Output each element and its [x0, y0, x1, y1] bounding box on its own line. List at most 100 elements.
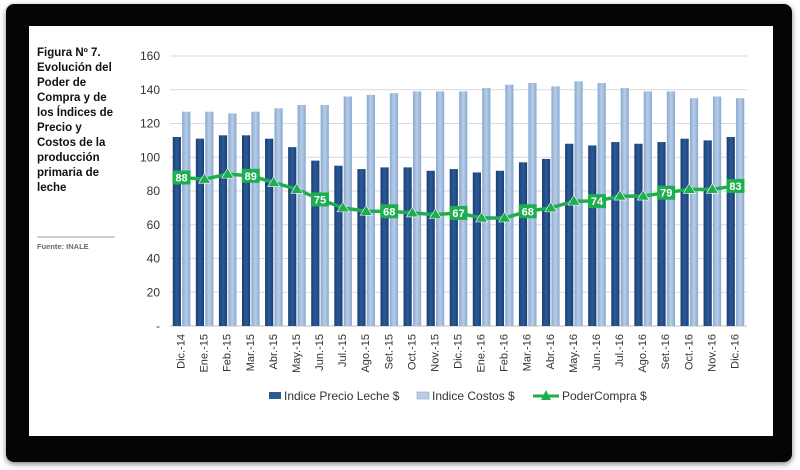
x-tick-label: Jun.-16 [591, 334, 603, 371]
x-tick-label: Feb.-15 [222, 334, 234, 372]
bar-precio-leche [265, 138, 274, 326]
bar-costos [274, 108, 283, 326]
x-tick-label: Jul.-16 [614, 334, 626, 367]
bar-costos [505, 84, 514, 326]
bar-costos [228, 113, 237, 326]
point-poder-compra [221, 167, 235, 179]
point-poder-compra [636, 189, 650, 201]
point-poder-compra [267, 175, 281, 187]
data-label-bg [587, 194, 606, 209]
data-label-bg [657, 185, 676, 200]
figure-caption: Figura Nº 7. Evolución del Poder de Comp… [37, 47, 114, 194]
legend-label: Indice Precio Leche $ [284, 389, 400, 403]
x-tick-label: May.-16 [568, 334, 580, 373]
y-tick-label: 40 [147, 252, 161, 266]
bar-precio-leche [241, 135, 251, 326]
chart: - 20 40 60 80 100 120 140 160 Dic.-14 Ene.-15 Feb.-… [140, 49, 747, 403]
x-tick-label: Jun.-15 [314, 334, 326, 371]
legend-swatch-precio [269, 392, 281, 399]
y-tick-label: 160 [140, 49, 160, 63]
bar-costos [412, 91, 422, 326]
bar-precio-leche [611, 142, 620, 326]
bar-precio-leche [334, 165, 343, 326]
point-poder-compra [290, 182, 304, 194]
point-poder-compra [405, 206, 419, 218]
y-tick-label: 80 [147, 184, 161, 198]
point-poder-compra [544, 201, 558, 213]
bar-precio-leche [403, 167, 412, 326]
bar-precio-leche [703, 140, 712, 326]
x-tick-label: Mar.-15 [245, 334, 257, 371]
bar-costos [251, 111, 260, 326]
bar-precio-leche [542, 158, 551, 326]
figure-frame: Figura Nº 7. Evolución del Poder de Comp… [6, 4, 792, 462]
x-tick-label: Abr.-15 [268, 334, 280, 369]
y-tick-label: 20 [147, 285, 161, 299]
point-poder-compra [336, 201, 350, 213]
legend-label: PoderCompra $ [562, 389, 647, 403]
x-tick-label: Set.-15 [383, 334, 395, 369]
data-label-bg [380, 204, 399, 219]
data-label: 79 [660, 188, 672, 200]
bar-precio-leche [518, 162, 528, 326]
bar-precio-leche [634, 143, 643, 326]
y-tick-label: 60 [147, 218, 161, 232]
bar-precio-leche [357, 169, 366, 326]
bar-precio-leche [495, 170, 505, 326]
bar-costos [482, 88, 491, 326]
bar-precio-leche [218, 135, 228, 326]
bar-costos [712, 96, 722, 326]
x-tick-label: Dic.-16 [729, 334, 741, 369]
point-poder-compra [498, 211, 512, 223]
point-poder-compra [567, 194, 581, 206]
x-tick-label: Dic.-15 [453, 334, 465, 369]
data-label-bg [172, 170, 191, 185]
x-tick-label: Feb.-16 [499, 334, 511, 372]
data-label: 83 [729, 181, 741, 193]
point-poder-compra [475, 211, 489, 223]
figure-source: Fuente: INALE [37, 242, 89, 251]
bar-precio-leche [680, 138, 689, 326]
data-label: 68 [522, 206, 534, 218]
bar-precio-leche [565, 143, 574, 326]
bar-precio-leche [195, 138, 205, 326]
point-poder-compra [198, 172, 212, 184]
x-tick-label: Nov.-16 [706, 334, 718, 372]
data-label-bg [518, 204, 537, 219]
bar-precio-leche [449, 169, 458, 326]
y-tick-label: 120 [140, 117, 160, 131]
bar-costos [736, 98, 745, 326]
data-label-bg [726, 178, 745, 193]
legend-swatch-costos [416, 391, 430, 400]
bar-costos [666, 91, 676, 326]
x-tick-label: Mar.-16 [522, 334, 534, 371]
bar-precio-leche [588, 145, 597, 326]
data-label: 67 [452, 208, 464, 220]
bar-precio-leche [288, 147, 297, 326]
data-label: 68 [383, 206, 395, 218]
bar-costos [297, 104, 306, 326]
point-poder-compra [705, 182, 719, 194]
x-tick-label: May.-15 [291, 334, 303, 373]
data-label: 89 [245, 171, 257, 183]
bar-costos [320, 104, 329, 326]
point-poder-compra [682, 182, 696, 194]
data-label-bg [449, 205, 468, 220]
y-tick-label: 100 [140, 150, 160, 164]
bar-costos [205, 111, 214, 326]
caption-divider [37, 236, 115, 238]
y-tick-label: - [156, 319, 160, 333]
data-label: 75 [314, 194, 326, 206]
bar-precio-leche [311, 160, 320, 326]
bar-precio-leche [380, 167, 389, 326]
x-tick-label: Jul.-15 [337, 334, 349, 367]
bar-precio-leche [426, 170, 435, 326]
y-tick-label: 140 [140, 83, 160, 97]
bar-costos [643, 91, 652, 326]
x-tick-label: Oct.-15 [406, 334, 418, 370]
legend-swatch-poder-marker [541, 390, 551, 400]
bar-costos [182, 111, 191, 326]
x-tick-label: Set.-16 [660, 334, 672, 369]
x-tick-label: Ago.-15 [360, 334, 372, 373]
x-tick-label: Ene.-16 [476, 334, 488, 373]
